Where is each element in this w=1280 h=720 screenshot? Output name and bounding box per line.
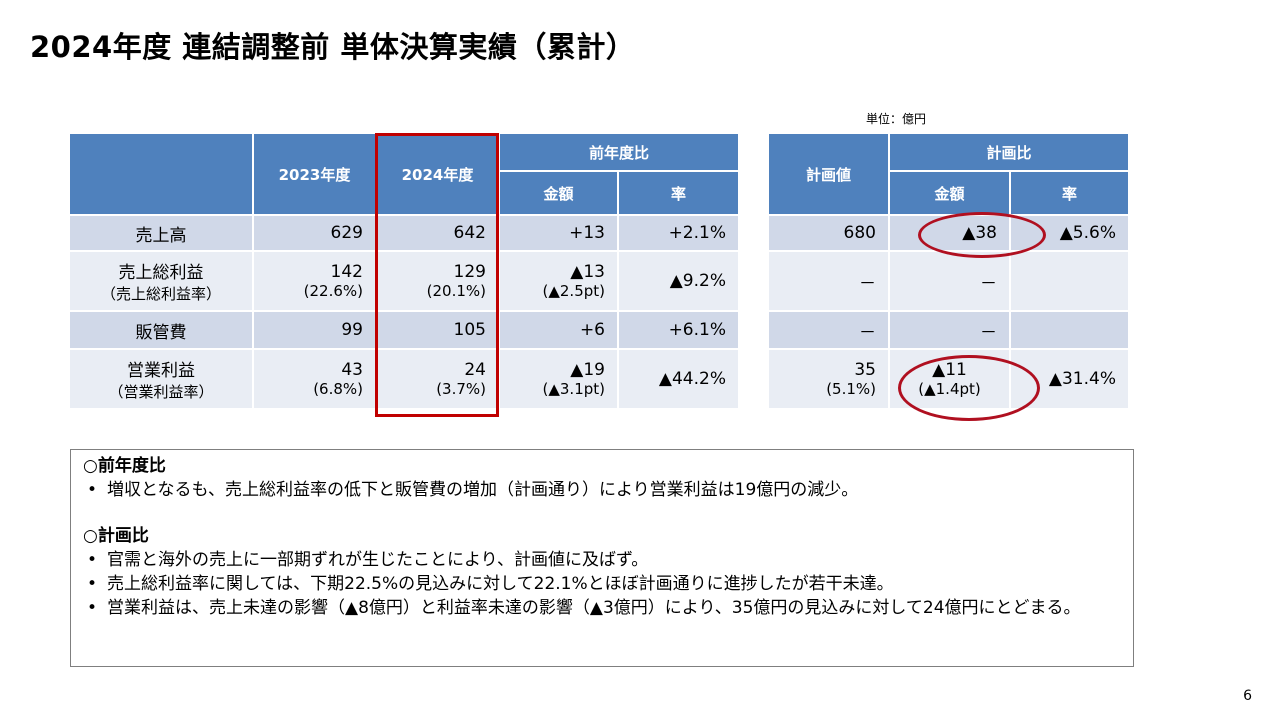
row-label-sub: （売上総利益率）	[100, 285, 221, 303]
plan-rate	[1011, 252, 1128, 310]
header-yoy-amount: 金額	[500, 172, 617, 214]
table-row: 売上高 629 642 +13 +2.1%	[70, 216, 738, 250]
value-2023: 629	[254, 216, 375, 250]
row-label-main: 売上総利益	[118, 263, 204, 283]
header-2023: 2023年度	[254, 134, 375, 214]
table-row: 売上総利益 （売上総利益率） 142 (22.6%) 129 (20.1%) ▲…	[70, 252, 738, 310]
plan-amount: －	[890, 312, 1009, 348]
header-yoy-rate: 率	[619, 172, 738, 214]
table-row: 営業利益 （営業利益率） 43 (6.8%) 24 (3.7%) ▲19 (▲3…	[70, 350, 738, 408]
header-blank	[70, 134, 252, 214]
row-label-sub: （営業利益率）	[108, 383, 214, 401]
list-item: 増収となるも、売上総利益率の低下と販管費の増加（計画通り）により営業利益は19億…	[83, 478, 1121, 502]
value-sub: (22.6%)	[303, 282, 363, 300]
page-title: 2024年度 連結調整前 単体決算実績（累計）	[30, 30, 636, 64]
table-row: 販管費 99 105 +6 +6.1%	[70, 312, 738, 348]
table-row: － －	[769, 312, 1128, 348]
row-label: 売上総利益 （売上総利益率）	[70, 252, 252, 310]
yoy-rate: +6.1%	[619, 312, 738, 348]
yoy-amount: ▲13 (▲2.5pt)	[500, 252, 617, 310]
header-plan-rate: 率	[1011, 172, 1128, 214]
yoy-heading: ○前年度比	[83, 456, 166, 476]
plan-list: 官需と海外の売上に一部期ずれが生じたことにより、計画値に及ばず。 売上総利益率に…	[83, 548, 1121, 620]
plan-heading: ○計画比	[83, 526, 149, 546]
value-main: 142	[330, 262, 363, 282]
commentary-box: ○前年度比 増収となるも、売上総利益率の低下と販管費の増加（計画通り）により営業…	[70, 449, 1134, 667]
value-main: 43	[341, 360, 363, 380]
header-yoy: 前年度比	[500, 134, 738, 170]
list-item: 官需と海外の売上に一部期ずれが生じたことにより、計画値に及ばず。	[83, 548, 1121, 572]
plan-rate	[1011, 312, 1128, 348]
yoy-rate: ▲9.2%	[619, 252, 738, 310]
yoy-list: 増収となるも、売上総利益率の低下と販管費の増加（計画通り）により営業利益は19億…	[83, 478, 1121, 502]
header-plan-amount: 金額	[890, 172, 1009, 214]
row-label-main: 販管費	[135, 322, 187, 343]
row-label: 販管費	[70, 312, 252, 348]
yoy-rate: ▲44.2%	[619, 350, 738, 408]
plan-value: －	[769, 312, 888, 348]
row-label-main: 売上高	[135, 225, 187, 246]
highlight-ellipse-sales	[918, 212, 1046, 258]
page-number: 6	[1243, 688, 1252, 704]
value-sub: (5.1%)	[826, 380, 876, 398]
highlight-2024-column	[375, 133, 499, 417]
value-main: 35	[854, 360, 876, 380]
value-main: ▲13	[570, 262, 605, 282]
actuals-table: 2023年度 2024年度 前年度比 金額 率 売上高 629 642 +13 …	[68, 132, 740, 410]
yoy-amount: ▲19 (▲3.1pt)	[500, 350, 617, 408]
header-2024: 2024年度	[377, 134, 498, 214]
header-vs-plan: 計画比	[890, 134, 1128, 170]
plan-amount: －	[890, 252, 1009, 310]
header-plan: 計画値	[769, 134, 888, 214]
value-main: 24	[464, 360, 486, 380]
value-2024: 105	[377, 312, 498, 348]
yoy-rate: +2.1%	[619, 216, 738, 250]
value-2024: 24 (3.7%)	[377, 350, 498, 408]
value-sub: (6.8%)	[313, 380, 363, 398]
value-2023: 43 (6.8%)	[254, 350, 375, 408]
value-sub: (3.7%)	[436, 380, 486, 398]
value-main: ▲19	[570, 360, 605, 380]
value-2024: 642	[377, 216, 498, 250]
row-label-main: 営業利益	[127, 361, 195, 381]
value-2023: 99	[254, 312, 375, 348]
table-row: － －	[769, 252, 1128, 310]
highlight-ellipse-operating-profit	[898, 355, 1040, 421]
value-sub: (▲3.1pt)	[542, 380, 606, 398]
row-label: 営業利益 （営業利益率）	[70, 350, 252, 408]
plan-value: 35 (5.1%)	[769, 350, 888, 408]
unit-label: 単位：億円	[866, 112, 927, 126]
value-sub: (20.1%)	[426, 282, 486, 300]
list-item: 営業利益は、売上未達の影響（▲8億円）と利益率未達の影響（▲3億円）により、35…	[83, 596, 1121, 620]
plan-value: 680	[769, 216, 888, 250]
yoy-amount: +6	[500, 312, 617, 348]
yoy-amount: +13	[500, 216, 617, 250]
value-sub: (▲2.5pt)	[542, 282, 606, 300]
value-main: 129	[453, 262, 486, 282]
row-label: 売上高	[70, 216, 252, 250]
value-2024: 129 (20.1%)	[377, 252, 498, 310]
value-2023: 142 (22.6%)	[254, 252, 375, 310]
plan-value: －	[769, 252, 888, 310]
list-item: 売上総利益率に関しては、下期22.5%の見込みに対して22.1%とほぼ計画通りに…	[83, 572, 1121, 596]
